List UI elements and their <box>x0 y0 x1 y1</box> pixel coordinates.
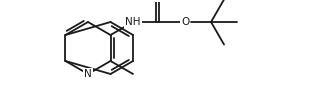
Text: NH: NH <box>125 17 141 27</box>
Text: O: O <box>181 17 189 27</box>
Text: N: N <box>84 69 92 79</box>
Text: O: O <box>155 0 163 1</box>
